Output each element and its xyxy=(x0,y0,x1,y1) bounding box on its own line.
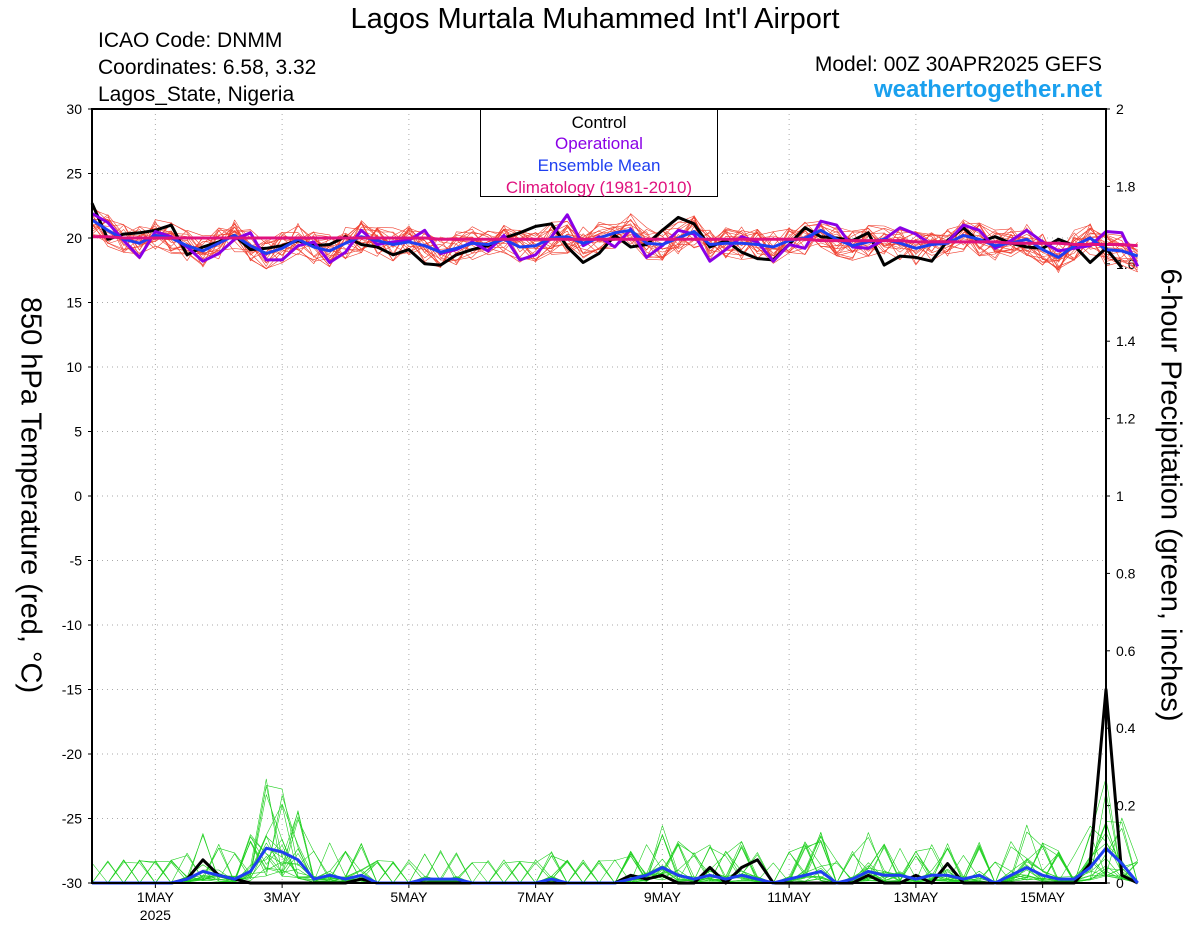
location: Lagos_State, Nigeria xyxy=(98,83,295,106)
y-tick-label-right: 0.6 xyxy=(1116,643,1136,659)
precip-member-line xyxy=(92,778,1138,884)
y-tick-label-right: 1 xyxy=(1116,488,1124,504)
x-year-label: 2025 xyxy=(140,907,171,923)
chart-title: Lagos Murtala Muhammed Int'l Airport xyxy=(350,3,840,35)
icao-code: ICAO Code: DNMM xyxy=(98,29,283,52)
y-tick-label-left: 0 xyxy=(74,488,82,504)
y-tick-label-left: -20 xyxy=(62,746,82,762)
temperature-ensemble-mean-line xyxy=(91,218,1139,259)
y-tick-label-left: 25 xyxy=(66,166,82,182)
precipitation-control-line xyxy=(92,688,1139,885)
x-tick-label: 13MAY xyxy=(893,889,939,905)
x-tick-label: 7MAY xyxy=(517,889,555,905)
x-tick-label: 15MAY xyxy=(1020,889,1066,905)
website-link[interactable]: weathertogether.net xyxy=(873,76,1102,103)
y-tick-label-right: 0 xyxy=(1116,875,1124,891)
y-tick-label-left: -25 xyxy=(62,811,82,827)
y-tick-label-right: 0.8 xyxy=(1116,565,1136,581)
y-tick-label-right: 0.2 xyxy=(1116,798,1136,814)
coordinates: Coordinates: 6.58, 3.32 xyxy=(98,56,317,79)
plot-frame xyxy=(91,108,1107,884)
legend-item-climatology: Climatology (1981-2010) xyxy=(505,178,693,197)
y-tick-label-left: -15 xyxy=(62,682,82,698)
model-run: Model: 00Z 30APR2025 GEFS xyxy=(814,53,1102,76)
y-tick-label-right: 1.2 xyxy=(1116,411,1136,427)
y-tick-label-right: 1.8 xyxy=(1116,178,1136,194)
legend-item-operational: Operational xyxy=(555,134,643,153)
legend: Control Operational Ensemble Mean Climat… xyxy=(480,109,718,197)
y-tick-label-right: 0.4 xyxy=(1116,720,1136,736)
y-tick-label-left: -5 xyxy=(70,553,83,569)
temperature-member-line xyxy=(92,219,1138,266)
temperature-operational-line xyxy=(91,212,1140,268)
x-tick-label: 1MAY xyxy=(137,889,175,905)
y-tick-label-left: -10 xyxy=(62,617,82,633)
y-tick-label-right: 1.4 xyxy=(1116,333,1136,349)
x-tick-label: 9MAY xyxy=(644,889,682,905)
legend-item-ensemble-mean: Ensemble Mean xyxy=(537,156,661,175)
y-tick-label-left: 10 xyxy=(66,359,82,375)
y-tick-label-left: 5 xyxy=(74,424,82,440)
legend-item-control: Control xyxy=(571,113,627,132)
x-tick-label: 11MAY xyxy=(767,889,811,905)
y-tick-label-left: 15 xyxy=(66,295,82,311)
temperature-climatology-1981-2010-line xyxy=(92,235,1138,248)
y-tick-label-left: -30 xyxy=(62,875,82,891)
y-tick-label-left: 30 xyxy=(66,101,82,117)
x-tick-label: 3MAY xyxy=(264,889,302,905)
x-tick-label: 5MAY xyxy=(390,889,428,905)
y-tick-label-left: 20 xyxy=(66,230,82,246)
y-tick-label-right: 2 xyxy=(1116,101,1124,117)
